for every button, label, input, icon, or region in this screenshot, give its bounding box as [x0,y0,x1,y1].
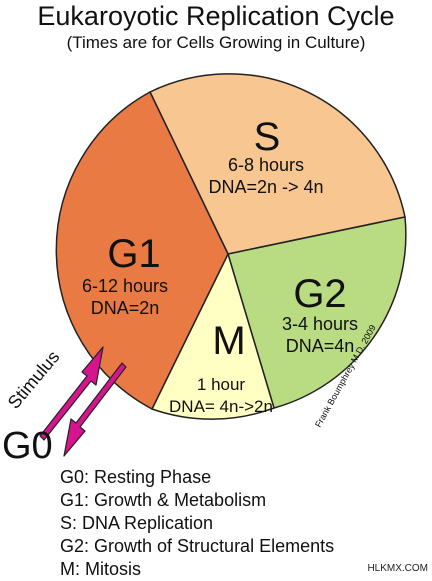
g2-dna: DNA=4n [286,336,355,356]
g0-label: G0 [2,425,53,467]
diagram-title: Eukaroyotic Replication Cycle [37,1,395,31]
arrow-up-icon [39,346,104,441]
sector-g2 [227,216,407,409]
s-dna: DNA=2n -> 4n [208,177,323,197]
watermark: HLKMX.COM [367,563,428,574]
arrow-down-icon [63,362,127,457]
g2-label: G2 [293,272,346,316]
g1-label: G1 [107,232,160,276]
sector-s [149,73,406,255]
m-time: 1 hour [197,375,246,394]
g2-time: 3-4 hours [282,314,358,334]
m-dna: DNA= 4n->2n [169,397,273,416]
s-label: S [254,115,281,159]
stimulus-label: Stimulus [4,347,64,413]
legend-item-g2: G2: Growth of Structural Elements [60,536,335,556]
legend: G0: Resting Phase G1: Growth & Metabolis… [60,466,334,581]
sector-m [151,253,275,420]
diagram-subtitle: (Times are for Cells Growing in Culture) [66,33,366,52]
g1-dna: DNA=2n [91,298,160,318]
legend-item-m: M: Mitosis [60,559,141,579]
g1-time: 6-12 hours [82,276,168,296]
s-time: 6-8 hours [228,155,304,175]
m-label: M [212,319,245,363]
legend-item-g1: G1: Growth & Metabolism [60,490,267,510]
legend-item-s: S: DNA Replication [60,513,214,533]
legend-item-g0: G0: Resting Phase [60,467,212,487]
